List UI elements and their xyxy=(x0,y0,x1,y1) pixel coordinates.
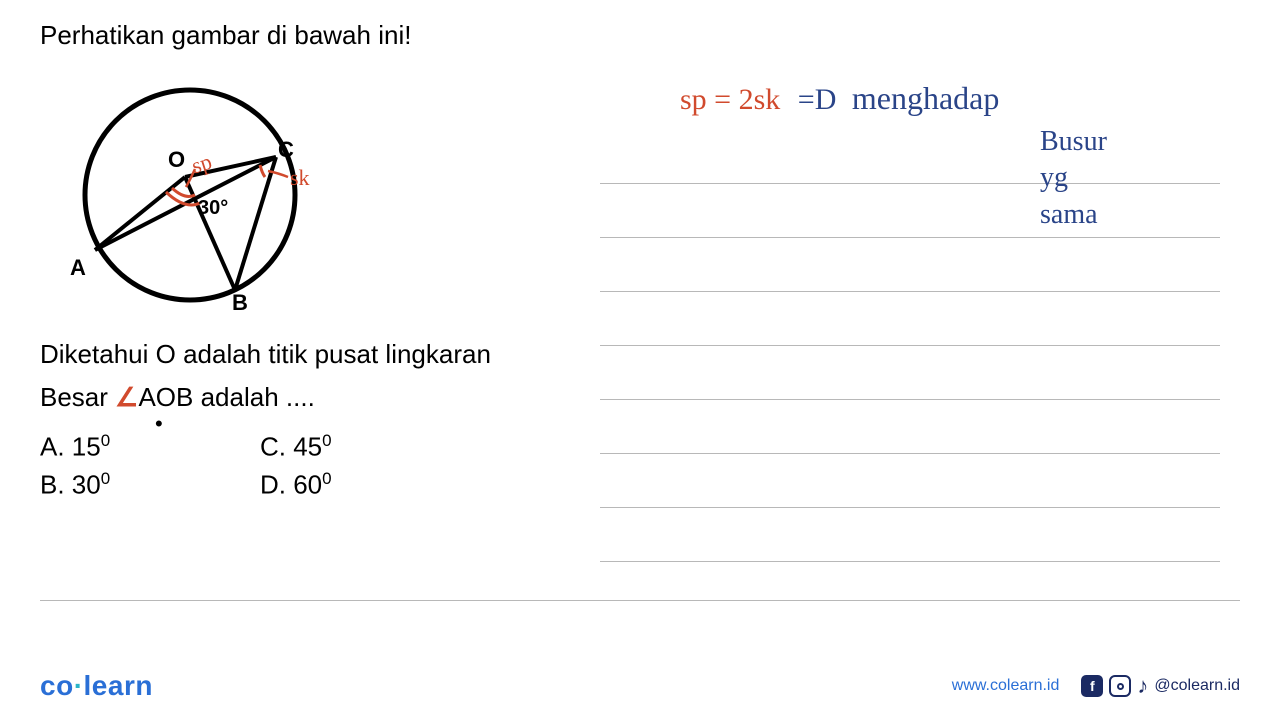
answer-grid: A. 150 C. 450 B. 300 D. 600 xyxy=(40,431,580,500)
instagram-icon[interactable] xyxy=(1109,675,1131,697)
annot-sk: sk xyxy=(290,165,310,191)
footer: co·learn www.colearn.id f ♪ @colearn.id xyxy=(40,670,1240,702)
hw-note1: menghadap xyxy=(852,80,1000,116)
label-angle-30: 30° xyxy=(198,197,228,220)
label-C: C xyxy=(278,137,294,163)
logo-co: co xyxy=(40,670,74,701)
stmt2-mid: AOB adalah .... xyxy=(138,382,314,412)
answer-D: D. 600 xyxy=(260,469,460,501)
hw-eq-left: sp = 2sk xyxy=(680,83,780,116)
stmt2-prefix: Besar xyxy=(40,382,115,412)
logo-learn: learn xyxy=(84,670,153,701)
bottom-rule xyxy=(40,600,1240,601)
footer-right: www.colearn.id f ♪ @colearn.id xyxy=(952,673,1240,699)
social-cluster: f ♪ @colearn.id xyxy=(1081,673,1240,699)
label-O: O xyxy=(168,147,185,173)
logo-dot: · xyxy=(74,670,84,701)
ruled-lines xyxy=(600,130,1220,562)
hw-notes-sub: Busur yg sama xyxy=(1040,124,1107,233)
statement-1: Diketahui O adalah titik pusat lingkaran xyxy=(40,335,580,374)
work-column: sp = 2sk =D menghadap Busur yg sama xyxy=(600,20,1240,630)
hw-note3: yg sama xyxy=(1040,160,1107,233)
label-B: B xyxy=(232,290,248,316)
answer-B: B. 300 xyxy=(40,469,240,501)
content-area: Perhatikan gambar di bawah ini! xyxy=(0,0,1280,640)
question-prompt: Perhatikan gambar di bawah ini! xyxy=(40,20,580,51)
tiktok-icon[interactable]: ♪ xyxy=(1137,673,1148,699)
social-handle: @colearn.id xyxy=(1154,677,1240,695)
brand-logo: co·learn xyxy=(40,670,153,702)
statement-2: Besar ∠AOB adalah .... xyxy=(40,378,580,417)
handwriting-block: sp = 2sk =D menghadap Busur yg sama xyxy=(680,80,999,117)
hw-note2: Busur xyxy=(1040,124,1107,160)
diagram-svg xyxy=(40,65,360,325)
website-link[interactable]: www.colearn.id xyxy=(952,677,1060,695)
hw-equation: sp = 2sk =D menghadap xyxy=(680,80,999,117)
question-column: Perhatikan gambar di bawah ini! xyxy=(40,20,600,630)
label-A: A xyxy=(70,255,86,281)
hw-arrow: =D xyxy=(798,83,837,116)
circle-diagram: O C A B 30° sp sk xyxy=(40,65,360,325)
answer-C: C. 450 xyxy=(260,431,460,463)
facebook-icon[interactable]: f xyxy=(1081,675,1103,697)
angle-symbol: ∠ xyxy=(115,382,138,412)
answer-A: A. 150 xyxy=(40,431,240,463)
